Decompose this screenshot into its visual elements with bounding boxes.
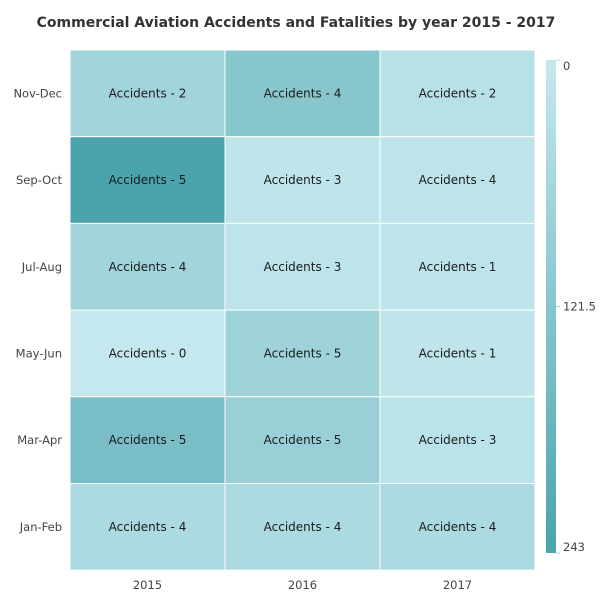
heatmap-cell[interactable] [379, 396, 536, 484]
y-tick-label: Jan-Feb [19, 520, 62, 534]
cell-label: Accidents - 3 [264, 260, 342, 274]
y-tick-label: May-Jun [16, 346, 62, 360]
cell-label: Accidents - 2 [419, 86, 497, 100]
cell-label: Accidents - 5 [264, 433, 342, 447]
heatmap-cell[interactable] [224, 222, 381, 311]
y-tick-label: Jul-Aug [21, 260, 62, 274]
color-legend: 0 121.5 243 [546, 59, 596, 554]
x-axis-labels: 2015 2016 2017 [133, 578, 472, 592]
y-axis-labels: Nov-Dec Sep-Oct Jul-Aug May-Jun Mar-Apr Jan-F… [13, 86, 62, 533]
y-tick-label: Nov-Dec [13, 86, 62, 100]
legend-tick-label: 121.5 [563, 300, 596, 314]
heatmap-cell[interactable] [69, 136, 226, 224]
cell-label: Accidents - 4 [109, 520, 187, 534]
cell-label: Accidents - 3 [419, 433, 497, 447]
legend-gradient-bar [546, 60, 556, 553]
cell-label: Accidents - 4 [419, 520, 497, 534]
heatmap-cell[interactable] [379, 483, 536, 571]
cell-label: Accidents - 0 [109, 346, 187, 360]
y-tick-label: Mar-Apr [17, 433, 62, 447]
heatmap-cell[interactable] [69, 396, 226, 484]
cell-label: Accidents - 5 [264, 346, 342, 360]
heatmap-cells: Accidents - 2 Accidents - 4 Accidents - 2 A… [69, 49, 536, 571]
cell-label: Accidents - 3 [264, 173, 342, 187]
cell-label: Accidents - 4 [264, 520, 342, 534]
cell-label: Accidents - 4 [264, 86, 342, 100]
heatmap-cell[interactable] [224, 396, 381, 484]
x-tick-label: 2016 [288, 578, 317, 592]
heatmap-cell[interactable] [379, 49, 536, 138]
heatmap-cell[interactable] [224, 483, 381, 571]
heatmap-cell[interactable] [379, 136, 536, 224]
cell-label: Accidents - 5 [109, 433, 187, 447]
heatmap-cell[interactable] [379, 309, 536, 398]
legend-tick-label: 0 [563, 59, 570, 73]
x-tick-label: 2015 [133, 578, 162, 592]
cell-label: Accidents - 4 [109, 260, 187, 274]
heatmap-cell[interactable] [224, 49, 381, 138]
cell-label: Accidents - 2 [109, 86, 187, 100]
x-tick-label: 2017 [443, 578, 472, 592]
heatmap-cell[interactable] [224, 136, 381, 224]
cell-label: Accidents - 5 [109, 173, 187, 187]
cell-label: Accidents - 1 [419, 260, 497, 274]
heatmap-cell[interactable] [69, 49, 226, 138]
legend-tick-label: 243 [563, 540, 585, 554]
chart-title: Commercial Aviation Accidents and Fatali… [37, 15, 556, 31]
cell-label: Accidents - 4 [419, 173, 497, 187]
heatmap-cell[interactable] [69, 309, 226, 398]
y-tick-label: Sep-Oct [16, 173, 63, 187]
heatmap-cell[interactable] [69, 483, 226, 571]
cell-label: Accidents - 1 [419, 346, 497, 360]
